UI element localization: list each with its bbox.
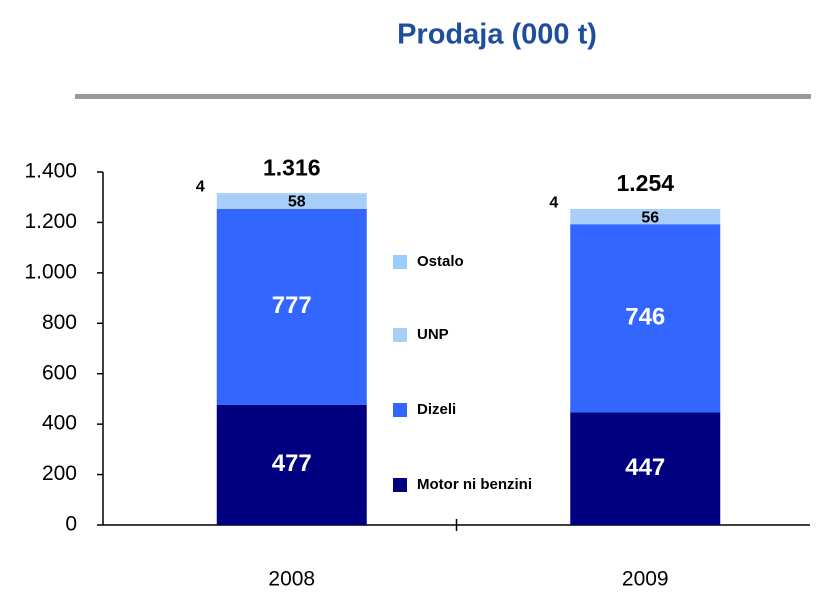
bar-segment: [570, 224, 721, 413]
y-tick-label: 1.200: [24, 210, 77, 233]
bar-segment: [570, 209, 721, 211]
y-tick-label: 200: [42, 462, 77, 485]
legend-label: UNP: [417, 326, 449, 343]
chart-title: Prodaja (000 t): [397, 19, 597, 51]
legend-swatch: [393, 328, 407, 342]
total-label: 1.254: [616, 170, 674, 196]
value-label: 777: [272, 292, 312, 319]
legend-swatch: [393, 478, 407, 492]
value-label: 746: [625, 304, 665, 331]
value-label: 4: [549, 194, 558, 211]
legend-label: Dizeli: [417, 401, 456, 418]
total-label: 1.316: [263, 154, 321, 180]
y-tick-label: 1.000: [24, 260, 77, 283]
y-tick-label: 400: [42, 412, 77, 435]
value-label: 477: [272, 450, 312, 477]
title-rule: [75, 94, 811, 99]
y-tick-label: 600: [42, 361, 77, 384]
legend-label: Motor ni benzini: [417, 476, 532, 493]
bar-segment: [570, 210, 721, 225]
value-label: 58: [288, 193, 306, 210]
y-tick-label: 800: [42, 311, 77, 334]
value-label: 447: [625, 454, 665, 481]
x-tick-label: 2008: [268, 568, 315, 591]
legend-label: Ostalo: [417, 253, 464, 270]
legend-swatch: [393, 255, 407, 269]
legend-swatch: [393, 403, 407, 417]
bar-segment: [216, 404, 367, 525]
y-tick-label: 1.400: [24, 160, 77, 183]
bar-segment: [216, 208, 367, 405]
value-label: 56: [641, 209, 659, 226]
x-tick-label: 2009: [622, 568, 669, 591]
y-tick-label: 0: [65, 513, 77, 536]
bar-segment: [216, 194, 367, 209]
bar-segment: [570, 412, 721, 525]
value-label: 4: [196, 178, 205, 195]
bar-segment: [216, 193, 367, 195]
